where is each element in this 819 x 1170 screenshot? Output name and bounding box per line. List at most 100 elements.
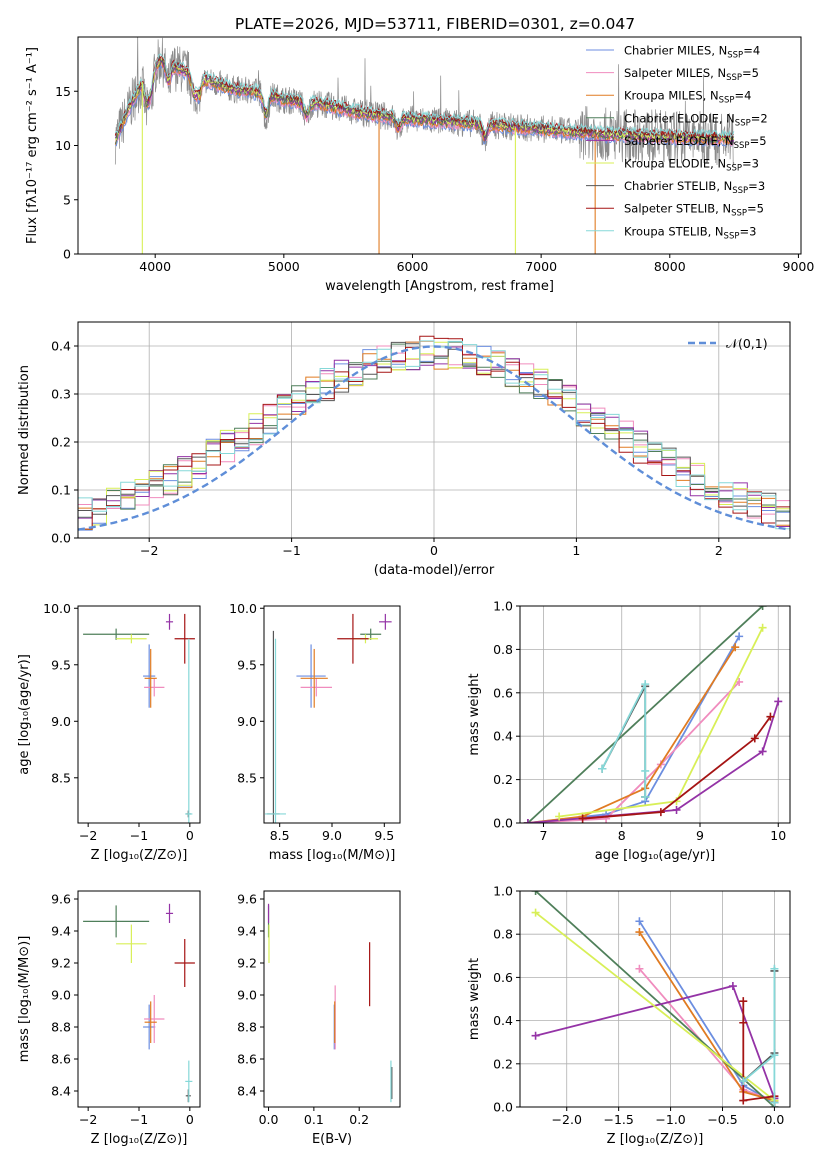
x-tick-label: −2 [79,1112,97,1127]
plus-marker [774,697,783,706]
panel-age_vs_mass: 8.5 9.0 9.5 8.5 9.0 9.5 10.0 mass [log₁₀(M/M⊙)] [229,601,401,863]
plus-marker [758,747,767,756]
legend-entry: Chabrier MILES, NSSP=4 [624,44,760,61]
legend-nssp: 2 [760,111,767,125]
plus-marker [641,792,650,801]
legend-entry: Kroupa MILES, NSSP=4 [624,89,751,106]
x-axis-label: mass [log₁₀(M/M⊙)] [269,848,396,863]
plot-area [265,613,392,823]
legend-entry: Salpeter ELODIE, NSSP=5 [624,134,767,151]
y-tick-label: 8.6 [51,1052,71,1067]
series-chabrier-elodie [531,891,779,1107]
plus-marker [641,766,650,775]
series-line [534,891,776,1107]
legend-series-name: Salpeter MILES [624,66,710,80]
series-line [535,911,775,1102]
y-tick-label: 9.6 [51,892,71,907]
plot-area [531,891,779,1107]
plus-marker [770,1098,779,1107]
y-tick-label: 10 [55,138,71,153]
series-line [527,635,740,823]
y-tick-label: 0.3 [51,387,71,402]
y-tick-label: 0.0 [493,1100,513,1115]
legend-series-name: Chabrier STELIB [624,179,716,193]
x-tick-label: −0.5 [707,1112,737,1127]
plot-area [523,606,783,823]
plus-marker [531,1031,540,1040]
y-tick-label: 9.0 [51,988,71,1003]
x-tick-label: 0 [430,543,438,558]
series-salpeter-stelib [578,712,775,823]
histogram-kroupa-elodie [78,341,790,538]
errorbar-point [300,648,328,708]
legend-series-name: Salpeter ELODIE [624,134,718,148]
errorbar-point [116,634,147,644]
histogram-salpeter-stelib [78,335,790,538]
series-line [638,931,775,1102]
y-tick-label: 8.5 [51,770,71,785]
plus-marker [735,632,744,641]
legend-series-name: Salpeter STELIB [624,202,715,216]
errorbar-point [174,613,195,664]
y-tick-label: 15 [55,84,71,99]
axes-frame [519,605,791,824]
x-tick-label: 0.0 [764,1112,784,1127]
normal-curve [78,345,790,531]
y-tick-label: 9.0 [237,714,257,729]
panel-age_vs_z: −2 −1 0 8.5 9.0 9.5 10.0 Z [log₁₀(Z/Z⊙)] age [lo… [17,601,201,863]
model-kroupa-stelib [114,53,735,138]
errorbar-point [83,628,150,640]
y-tick-label: 0.8 [493,927,513,942]
plot-area [83,613,195,823]
y-tick-label: 0.1 [51,483,71,498]
y-tick-label: 0.0 [493,816,513,831]
series-kroupa-elodie [555,623,767,821]
errorbar-point [144,1001,157,1043]
x-axis-label: Z [log₁₀(Z/Z⊙)] [607,1132,704,1147]
legend-nssp: 3 [752,157,759,171]
errorbar-point [360,628,382,640]
y-tick-label: 9.4 [237,924,257,939]
y-tick-label: 10.0 [229,601,257,616]
x-tick-label: 0.2 [349,1112,369,1127]
y-tick-label: 9.4 [51,924,71,939]
y-tick-label: 1.0 [493,884,513,899]
legend-nssp: 5 [752,66,759,80]
x-tick-label: 0.0 [259,1112,279,1127]
panel-weight_vs_z: −2.0 −1.5 −1.0 −0.5 0.0 0.0 0.2 0.4 0.6 0.8 1.0 Z [… [467,884,791,1147]
errorbar-point [174,939,195,987]
y-tick-label: 9.0 [51,714,71,729]
x-tick-label: −2.0 [552,1112,582,1127]
y-axis-label: mass weight [467,673,482,755]
legend-entry: 𝒩(0,1) [726,336,768,351]
y-tick-label: 0.2 [493,772,513,787]
errorbar-point [144,648,157,708]
x-tick-label: 0 [186,828,194,843]
y-tick-label: 8.8 [237,1020,257,1035]
y-tick-label: 0 [63,247,71,262]
x-tick-label: 1 [572,543,580,558]
plus-marker [641,680,650,689]
x-tick-label: 8000 [654,259,686,274]
x-axis-label: wavelength [Angstrom, rest frame] [325,279,554,294]
plot-area [83,903,195,1103]
errorbar-point [116,924,147,963]
x-tick-label: −1.0 [655,1112,685,1127]
errorbar-point [165,613,174,630]
plot-area [114,37,735,254]
y-tick-label: 0.4 [51,339,71,354]
plus-marker [635,964,644,973]
errorbar-point [185,638,193,823]
x-tick-label: −1 [130,1112,148,1127]
y-tick-label: 0.6 [493,970,513,985]
axes-frame [77,890,201,1108]
legend-nssp: 3 [749,224,756,238]
x-tick-label: 8 [618,828,626,843]
x-tick-label: 7000 [525,259,557,274]
series-line [527,646,736,823]
panels: 4000 5000 6000 7000 8000 9000051015wavelength… [17,36,814,1147]
errorbar-point [165,903,174,923]
y-tick-label: 5 [63,192,71,207]
legend-entry: Chabrier STELIB, NSSP=3 [624,179,765,196]
